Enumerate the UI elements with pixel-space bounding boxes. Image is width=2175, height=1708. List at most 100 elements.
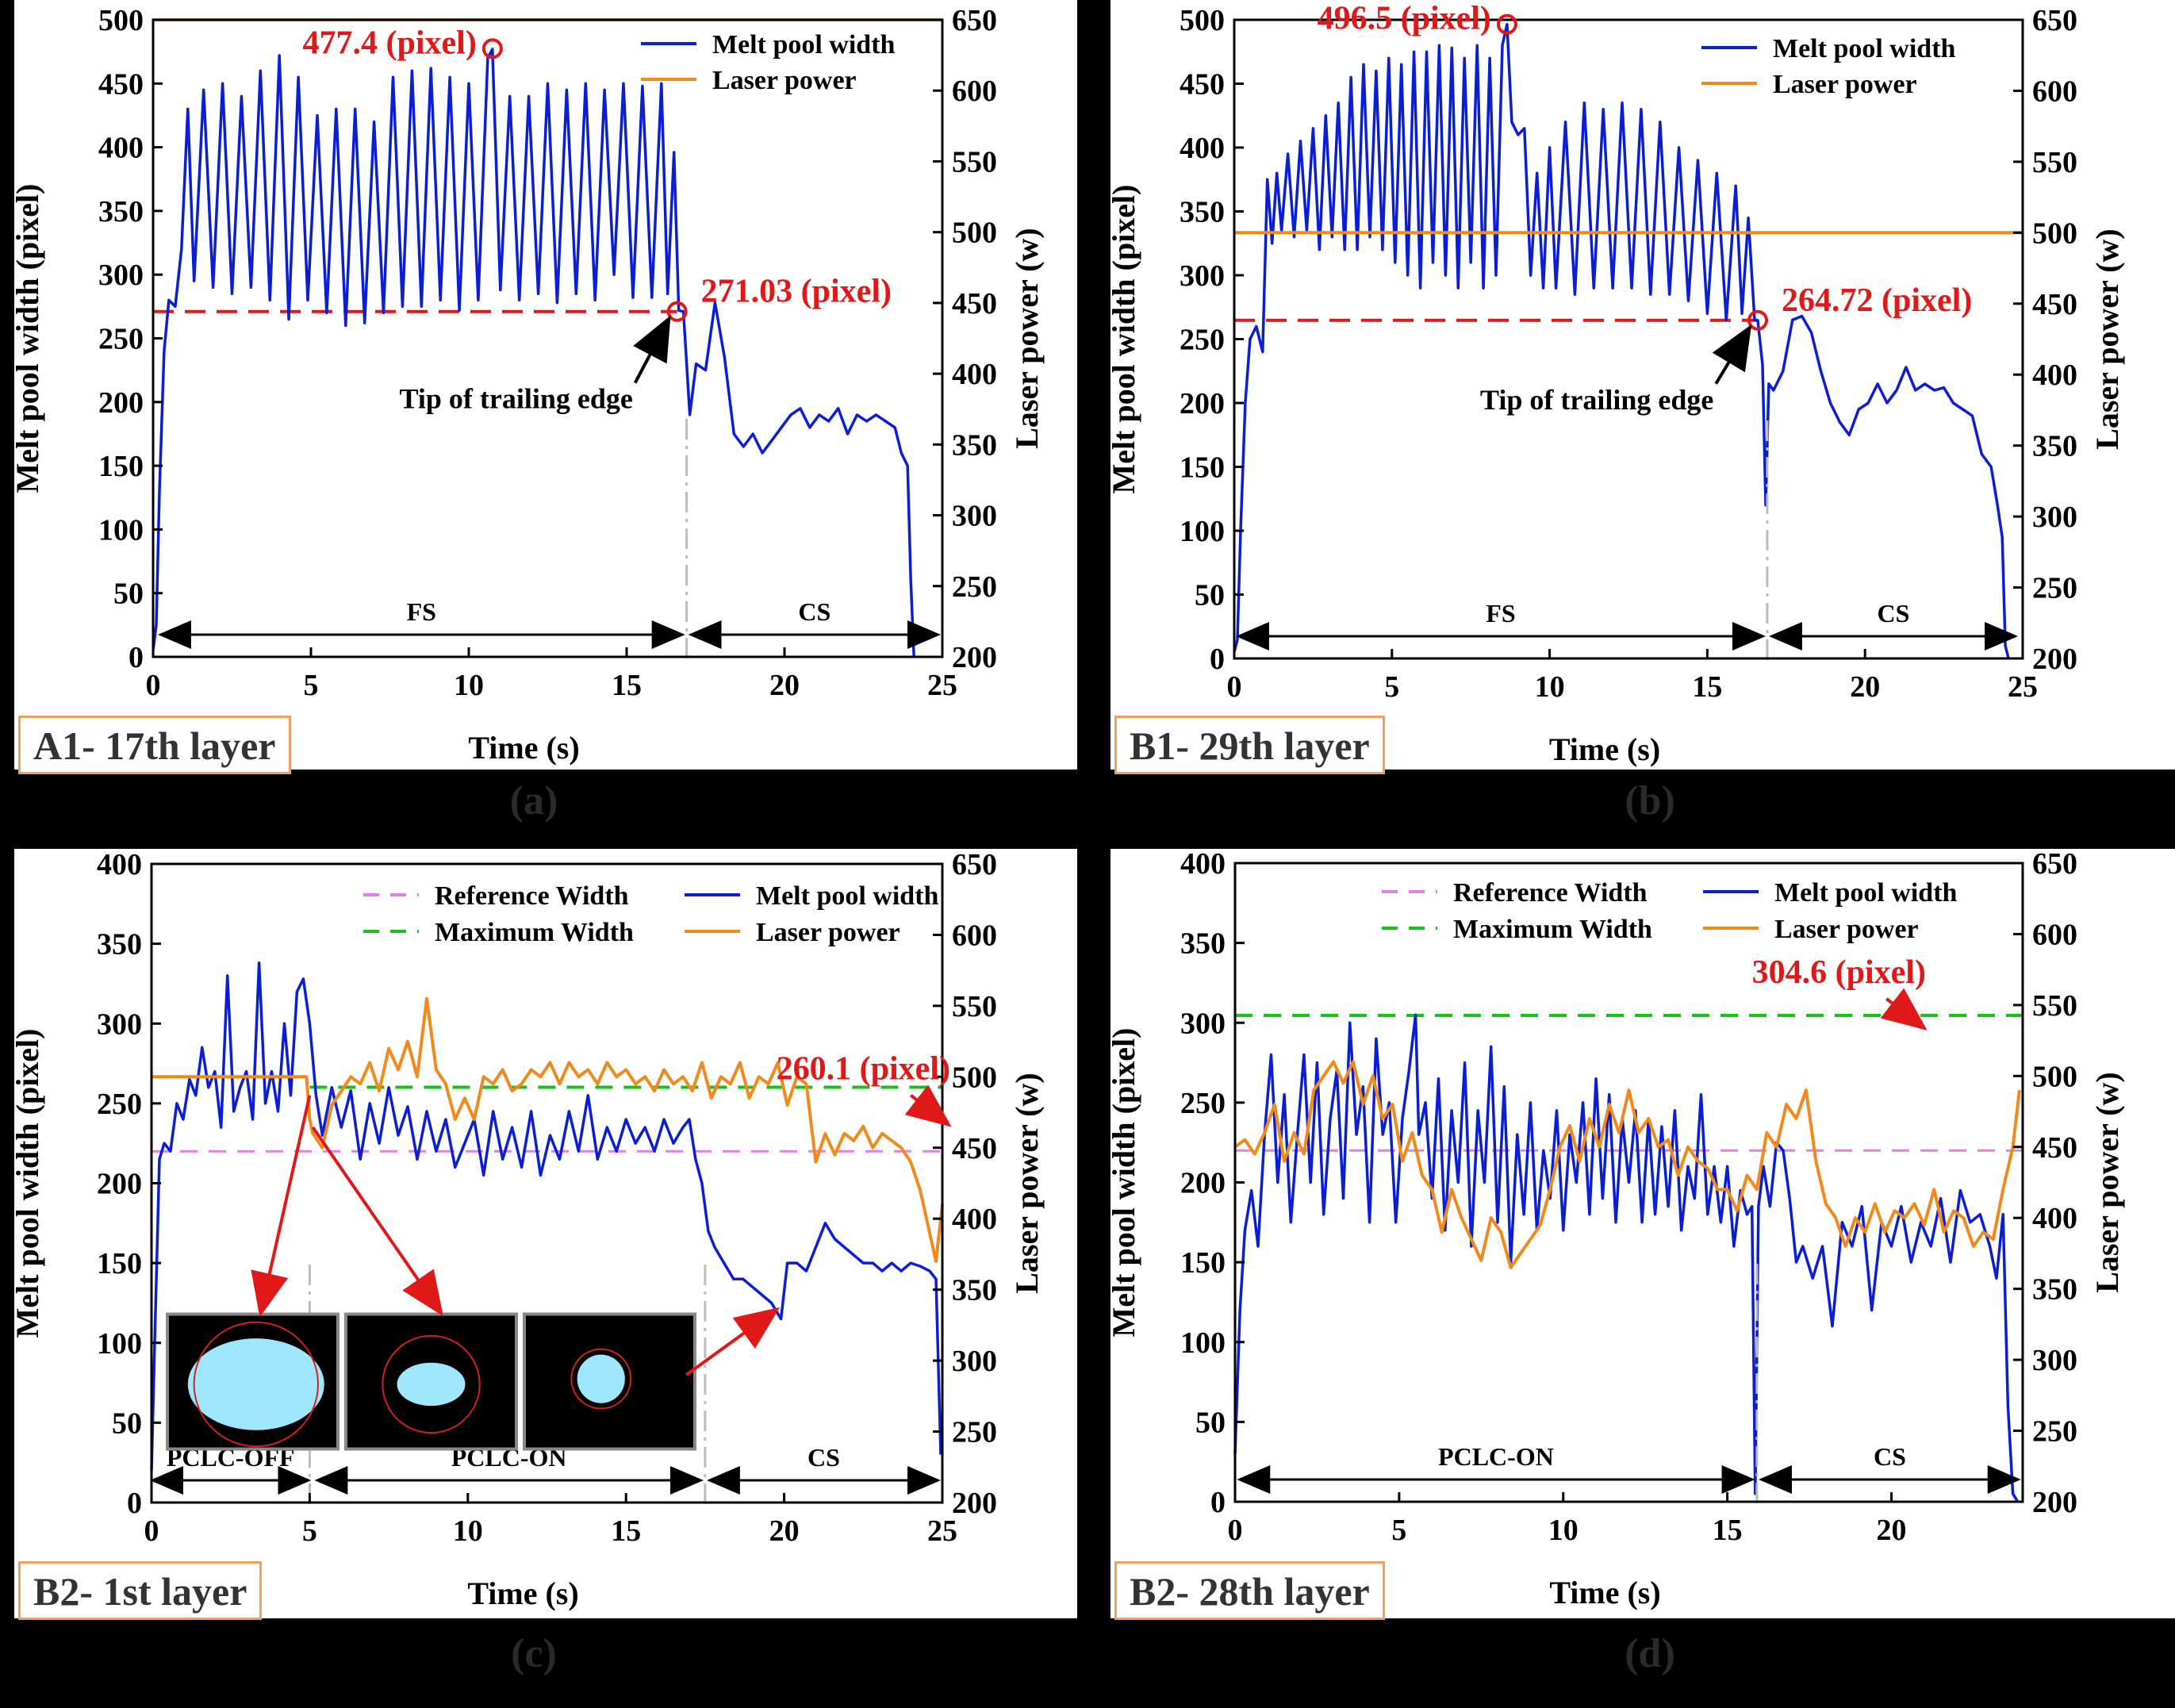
y-tick-label: 400 (1180, 849, 1226, 881)
y2-tick-label: 300 (2032, 1344, 2077, 1377)
y2-tick-label: 400 (2032, 359, 2077, 392)
panel-letter-d: (d) (1625, 1631, 1675, 1676)
layer-label-d: B2- 28th layer (1114, 1561, 1385, 1620)
y2-axis-label: Laser power (w) (1009, 1073, 1045, 1293)
x-tick-label: 10 (454, 669, 484, 702)
y-tick-label: 300 (97, 1008, 142, 1041)
y2-axis-label: Laser power (w) (2089, 1072, 2125, 1292)
layer-label-b: B1- 29th layer (1114, 716, 1385, 774)
y-tick-label: 100 (1180, 1326, 1226, 1360)
x-tick-label: 0 (1228, 1514, 1243, 1547)
chart-b: FS CS0 5 10 15 20 2505010015020025030035040045… (1111, 1, 2125, 767)
x-tick-label: 0 (146, 669, 161, 702)
series-line-laser-power (1233, 1060, 2021, 1269)
y2-tick-label: 650 (2032, 4, 2077, 37)
y2-tick-label: 250 (952, 1416, 997, 1449)
y2-tick-label: 350 (2032, 430, 2077, 463)
layer-label-c: B2- 1st layer (18, 1561, 263, 1620)
annotation-text: 304.6 (pixel) (1752, 954, 1926, 991)
segment-label-1: CS (798, 597, 830, 626)
x-tick-label: 25 (2008, 670, 2038, 704)
legend-label: Maximum Width (435, 918, 634, 947)
y-tick-label: 0 (127, 1487, 142, 1520)
y-tick-label: 50 (1195, 1406, 1226, 1439)
panel-letter-a: (a) (509, 778, 558, 823)
series-line-melt-pool-width (1233, 1013, 2020, 1503)
y2-tick-label: 600 (2032, 75, 2077, 108)
legend-label: Maximum Width (1453, 915, 1652, 944)
legend-label: Reference Width (1453, 878, 1648, 908)
chart-panel-d: PCLC-ON CS 0 5 10 15 20 0 50 100 150 200 250 300 350 40… (1111, 849, 2175, 1620)
segment-label-1: CS (1878, 599, 1910, 628)
legend-label: Melt pool width (1773, 34, 1956, 63)
annotation-marker (1747, 309, 1769, 331)
y-tick-label: 200 (98, 386, 144, 420)
y-tick-label: 400 (97, 849, 142, 881)
chart-panel-c: PCLC-OFF PCLC-ON CS 0 5 10 15 20 25 0 50 100 150 200 2… (14, 849, 1077, 1620)
x-axis-label: Time (s) (467, 1576, 578, 1611)
y2-tick-label: 550 (952, 990, 997, 1023)
y-tick-label: 450 (1180, 68, 1225, 102)
x-tick-label: 5 (1384, 670, 1399, 704)
annotation-arrow (1712, 324, 1752, 385)
layer-label-a: A1- 17th layer (18, 716, 291, 774)
y2-tick-label: 350 (2032, 1273, 2077, 1307)
annotation-arrow (633, 315, 671, 384)
x-tick-label: 20 (1877, 1514, 1907, 1547)
detection-circle (570, 1348, 632, 1410)
y-tick-label: 350 (98, 195, 144, 228)
legend-label: Melt pool width (712, 30, 896, 59)
y2-tick-label: 200 (952, 1487, 997, 1520)
y-tick-label: 0 (1210, 643, 1225, 676)
segment-label-0: PCLC-ON (1438, 1442, 1554, 1471)
y-tick-label: 350 (1180, 927, 1226, 961)
panel-letter-b: (b) (1625, 778, 1675, 823)
y2-tick-label: 500 (2032, 1060, 2077, 1093)
y2-tick-label: 500 (952, 1061, 997, 1094)
chart-panel-a: FS CS 0 5 10 15 20 25 0 50 100 150 200 250 300 350 400 45… (14, 0, 1077, 774)
segment-label-2: CS (807, 1443, 840, 1472)
x-tick-label: 25 (927, 1514, 957, 1548)
y-tick-label: 150 (97, 1247, 142, 1280)
series-line-laser-power (152, 996, 944, 1263)
annotation-text: 264.72 (pixel) (1782, 282, 1972, 319)
annotation-text: 477.4 (pixel) (303, 25, 477, 61)
y-axis-label: Melt pool width (pixel) (14, 1029, 45, 1338)
series-line-melt-pool-width (1233, 22, 2010, 659)
y-tick-label: 300 (1180, 259, 1225, 293)
y-tick-label: 250 (97, 1088, 142, 1121)
x-axis-label: Time (s) (1549, 1575, 1660, 1610)
y-tick-label: 350 (1180, 196, 1225, 229)
y-tick-label: 300 (1180, 1007, 1226, 1040)
segment-label-0: FS (407, 597, 436, 626)
y-tick-label: 250 (98, 323, 144, 356)
y2-tick-label: 500 (952, 217, 997, 250)
x-tick-label: 20 (1850, 670, 1880, 704)
legend-label: Melt pool width (756, 881, 939, 911)
x-tick-label: 5 (304, 669, 319, 702)
inset-arrow (685, 1307, 781, 1376)
x-tick-label: 5 (302, 1514, 317, 1548)
y2-tick-label: 300 (952, 1345, 997, 1378)
y-tick-label: 400 (1180, 132, 1225, 165)
x-tick-label: 10 (453, 1514, 483, 1548)
y2-axis-label: Laser power (w) (2089, 228, 2125, 449)
chart-c: PCLC-OFF PCLC-ON CS0 5 10 15 20 250501001502002… (14, 849, 1045, 1611)
y-tick-label: 400 (98, 132, 144, 165)
y2-tick-label: 250 (2032, 572, 2077, 605)
y2-tick-label: 650 (952, 849, 997, 881)
y2-tick-label: 600 (952, 919, 997, 952)
y2-tick-label: 550 (2032, 989, 2077, 1023)
y2-tick-label: 400 (952, 1203, 997, 1236)
y-tick-label: 150 (1180, 1246, 1226, 1280)
y2-tick-label: 600 (2032, 918, 2077, 951)
melt-pool-blob (397, 1362, 466, 1407)
legend-label: Melt pool width (1774, 878, 1958, 908)
x-tick-label: 25 (927, 669, 957, 702)
y-tick-label: 200 (97, 1168, 142, 1201)
x-tick-label: 5 (1391, 1514, 1406, 1547)
y-tick-label: 50 (113, 578, 144, 611)
melt-pool-blob (577, 1354, 625, 1403)
y2-tick-label: 250 (2032, 1415, 2077, 1449)
series-line-melt-pool-width (150, 961, 942, 1471)
